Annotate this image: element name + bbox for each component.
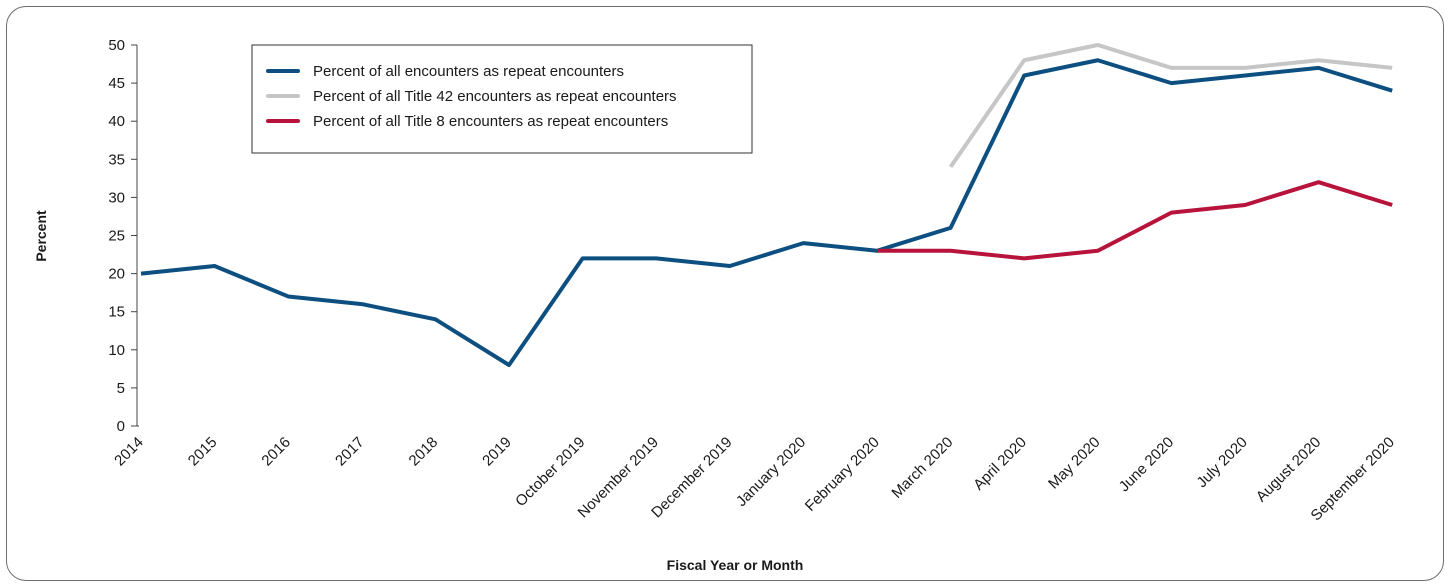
legend-label: Percent of all Title 42 encounters as re… <box>313 88 677 105</box>
y-tick-label: 5 <box>117 380 125 397</box>
legend: Percent of all encounters as repeat enco… <box>251 44 753 154</box>
legend-box <box>251 44 753 154</box>
x-tick-label: 2015 <box>185 434 221 470</box>
x-tick-label: January 2020 <box>733 434 809 510</box>
x-tick-label: March 2020 <box>888 434 956 502</box>
x-tick-label: 2017 <box>332 434 368 470</box>
x-tick-label: May 2020 <box>1045 434 1104 493</box>
x-axis-title: Fiscal Year or Month <box>667 557 804 573</box>
x-tick-label: 2018 <box>406 434 442 470</box>
y-tick-label: 15 <box>108 304 125 321</box>
x-tick-label: October 2019 <box>512 434 588 510</box>
series-layer <box>140 43 1393 368</box>
x-tick-label: 2016 <box>258 434 294 470</box>
x-tick-label: 2019 <box>479 434 515 470</box>
y-tick-label: 30 <box>108 189 125 206</box>
y-axis-title: Percent <box>33 210 49 262</box>
x-tick-label: April 2020 <box>970 434 1030 494</box>
x-tick-label: December 2019 <box>648 434 735 521</box>
x-tick-label: February 2020 <box>802 434 883 515</box>
y-tick-label: 10 <box>108 342 125 359</box>
x-tick-label: July 2020 <box>1193 434 1250 491</box>
legend-label: Percent of all Title 8 encounters as rep… <box>313 113 668 130</box>
y-tick-label: 20 <box>108 266 125 283</box>
y-tick-label: 40 <box>108 113 125 130</box>
y-tick-label: 25 <box>108 228 125 245</box>
y-tick-label: 0 <box>117 418 125 435</box>
y-tick-label: 45 <box>108 75 125 92</box>
x-tick-label: 2014 <box>111 434 147 470</box>
y-tick-label: 35 <box>108 151 125 168</box>
x-tick-label: August 2020 <box>1253 434 1325 506</box>
x-tick-label: June 2020 <box>1116 434 1178 496</box>
series-line-2 <box>948 43 1393 169</box>
legend-label: Percent of all encounters as repeat enco… <box>313 63 624 80</box>
series-line-1 <box>140 58 1393 368</box>
series-line-3 <box>877 180 1393 261</box>
y-tick-label: 50 <box>108 37 125 54</box>
